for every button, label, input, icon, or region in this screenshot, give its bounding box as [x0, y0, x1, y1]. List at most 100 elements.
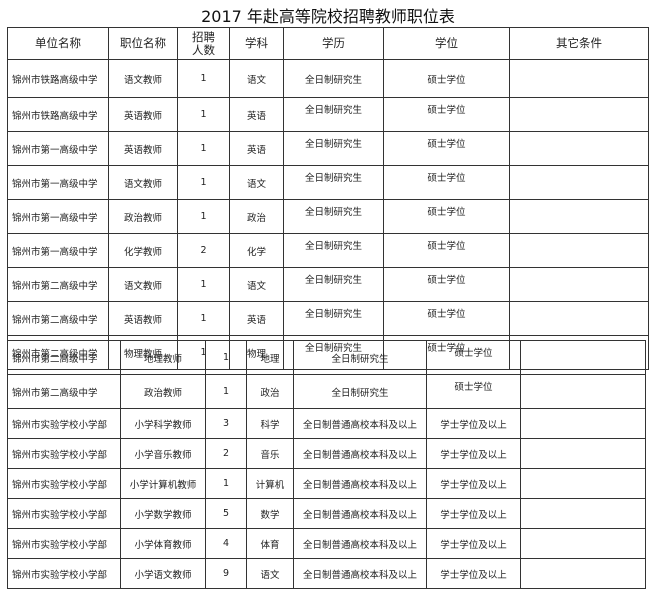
- education-cell: 全日制研究生: [283, 267, 384, 302]
- table-row: 锦州市第一高级中学 化学教师 2 化学 全日制研究生 硕士学位: [7, 233, 649, 268]
- count-cell: 9: [205, 558, 247, 589]
- position-cell: 小学语文教师: [120, 558, 206, 589]
- other-cell: [509, 165, 649, 200]
- unit-cell: 锦州市铁路高级中学: [7, 59, 109, 98]
- position-cell: 化学教师: [108, 233, 178, 268]
- subject-cell: 科学: [246, 408, 294, 439]
- degree-cell: 硕士学位: [383, 59, 510, 98]
- positions-table-part-1: 单位名称 职位名称 招聘人数 学科 学历 学位 其它条件 锦州市铁路高级中学语文…: [7, 27, 649, 370]
- position-cell: 地理教师: [120, 340, 206, 375]
- subject-cell: 数学: [246, 498, 294, 529]
- other-cell: [509, 233, 649, 268]
- education-cell: 全日制研究生: [283, 97, 384, 132]
- other-cell: [520, 528, 646, 559]
- subject-cell: 音乐: [246, 438, 294, 469]
- education-cell: 全日制普通高校本科及以上: [293, 408, 427, 439]
- unit-cell: 锦州市实验学校小学部: [7, 408, 121, 439]
- position-cell: 英语教师: [108, 131, 178, 166]
- count-cell: 3: [205, 408, 247, 439]
- other-cell: [509, 267, 649, 302]
- degree-cell: 学士学位及以上: [426, 558, 521, 589]
- degree-cell: 硕士学位: [383, 165, 510, 200]
- position-cell: 小学计算机教师: [120, 468, 206, 499]
- education-cell: 全日制研究生: [283, 233, 384, 268]
- header-degree: 学位: [383, 27, 510, 60]
- unit-cell: 锦州市实验学校小学部: [7, 558, 121, 589]
- position-cell: 政治教师: [120, 374, 206, 409]
- education-cell: 全日制普通高校本科及以上: [293, 498, 427, 529]
- table-header-row: 单位名称 职位名称 招聘人数 学科 学历 学位 其它条件: [7, 27, 649, 60]
- header-unit: 单位名称: [7, 27, 109, 60]
- education-cell: 全日制研究生: [283, 301, 384, 336]
- unit-cell: 锦州市铁路高级中学: [7, 97, 109, 132]
- degree-cell: 硕士学位: [426, 340, 521, 375]
- table-row: 锦州市第一高级中学 语文教师 1 语文 全日制研究生 硕士学位: [7, 165, 649, 200]
- table-row: 锦州市第一高级中学 政治教师 1 政治 全日制研究生 硕士学位: [7, 199, 649, 234]
- education-cell: 全日制研究生: [283, 59, 384, 98]
- unit-cell: 锦州市第一高级中学: [7, 199, 109, 234]
- count-cell: 5: [205, 498, 247, 529]
- subject-cell: 英语: [229, 97, 284, 132]
- unit-cell: 锦州市第一高级中学: [7, 131, 109, 166]
- table-row: 锦州市第二高级中学 政治教师 1 政治 全日制研究生 硕士学位: [7, 374, 646, 409]
- count-cell: 1: [205, 374, 247, 409]
- other-cell: [520, 374, 646, 409]
- table-row: 锦州市第二高级中学 英语教师 1 英语 全日制研究生 硕士学位: [7, 301, 649, 336]
- education-cell: 全日制普通高校本科及以上: [293, 558, 427, 589]
- subject-cell: 语文: [229, 267, 284, 302]
- count-cell: 1: [177, 267, 230, 302]
- unit-cell: 锦州市第二高级中学: [7, 301, 109, 336]
- table-row: 锦州市实验学校小学部 小学语文教师 9 语文 全日制普通高校本科及以上 学士学位及以上: [7, 558, 646, 589]
- unit-cell: 锦州市第二高级中学: [7, 267, 109, 302]
- count-cell: 1: [177, 199, 230, 234]
- subject-cell: 体育: [246, 528, 294, 559]
- education-cell: 全日制普通高校本科及以上: [293, 438, 427, 469]
- degree-cell: 硕士学位: [426, 374, 521, 409]
- position-cell: 小学数学教师: [120, 498, 206, 529]
- degree-cell: 硕士学位: [383, 199, 510, 234]
- degree-cell: 硕士学位: [383, 131, 510, 166]
- unit-cell: 锦州市第二高级中学: [7, 374, 121, 409]
- table-row: 锦州市铁路高级中学 英语教师 1 英语 全日制研究生 硕士学位: [7, 97, 649, 132]
- degree-cell: 硕士学位: [383, 233, 510, 268]
- document-title: 2017 年赴高等院校招聘教师职位表: [201, 7, 455, 26]
- education-cell: 全日制研究生: [293, 340, 427, 375]
- degree-cell: 硕士学位: [383, 97, 510, 132]
- count-cell: 1: [205, 468, 247, 499]
- subject-cell: 英语: [229, 301, 284, 336]
- table-row: 锦州市实验学校小学部 小学数学教师 5 数学 全日制普通高校本科及以上 学士学位及以上: [7, 498, 646, 529]
- table-row: 锦州市第二高级中学 语文教师 1 语文 全日制研究生 硕士学位: [7, 267, 649, 302]
- position-cell: 政治教师: [108, 199, 178, 234]
- other-cell: [520, 558, 646, 589]
- subject-cell: 政治: [246, 374, 294, 409]
- other-cell: [509, 131, 649, 166]
- position-cell: 小学音乐教师: [120, 438, 206, 469]
- count-cell: 1: [177, 59, 230, 98]
- header-subject: 学科: [229, 27, 284, 60]
- other-cell: [509, 97, 649, 132]
- unit-cell: 锦州市第二高级中学: [7, 340, 121, 375]
- subject-cell: 语文: [246, 558, 294, 589]
- unit-cell: 锦州市实验学校小学部: [7, 468, 121, 499]
- unit-cell: 锦州市实验学校小学部: [7, 438, 121, 469]
- degree-cell: 学士学位及以上: [426, 438, 521, 469]
- count-cell: 1: [205, 340, 247, 375]
- education-cell: 全日制研究生: [283, 131, 384, 166]
- position-cell: 小学体育教师: [120, 528, 206, 559]
- unit-cell: 锦州市第一高级中学: [7, 233, 109, 268]
- count-cell: 1: [177, 131, 230, 166]
- other-cell: [520, 438, 646, 469]
- degree-cell: 学士学位及以上: [426, 528, 521, 559]
- degree-cell: 学士学位及以上: [426, 468, 521, 499]
- education-cell: 全日制研究生: [283, 165, 384, 200]
- count-cell: 2: [205, 438, 247, 469]
- other-cell: [509, 301, 649, 336]
- table-row: 锦州市第二高级中学 地理教师 1 地理 全日制研究生 硕士学位: [7, 340, 646, 375]
- position-cell: 英语教师: [108, 97, 178, 132]
- unit-cell: 锦州市实验学校小学部: [7, 528, 121, 559]
- positions-table-part-2: 锦州市第二高级中学 地理教师 1 地理 全日制研究生 硕士学位 锦州市第二高级中学 政治教师 1…: [7, 340, 646, 589]
- table-row: 锦州市实验学校小学部 小学体育教师 4 体育 全日制普通高校本科及以上 学士学位及以上: [7, 528, 646, 559]
- position-cell: 小学科学教师: [120, 408, 206, 439]
- subject-cell: 英语: [229, 131, 284, 166]
- education-cell: 全日制普通高校本科及以上: [293, 468, 427, 499]
